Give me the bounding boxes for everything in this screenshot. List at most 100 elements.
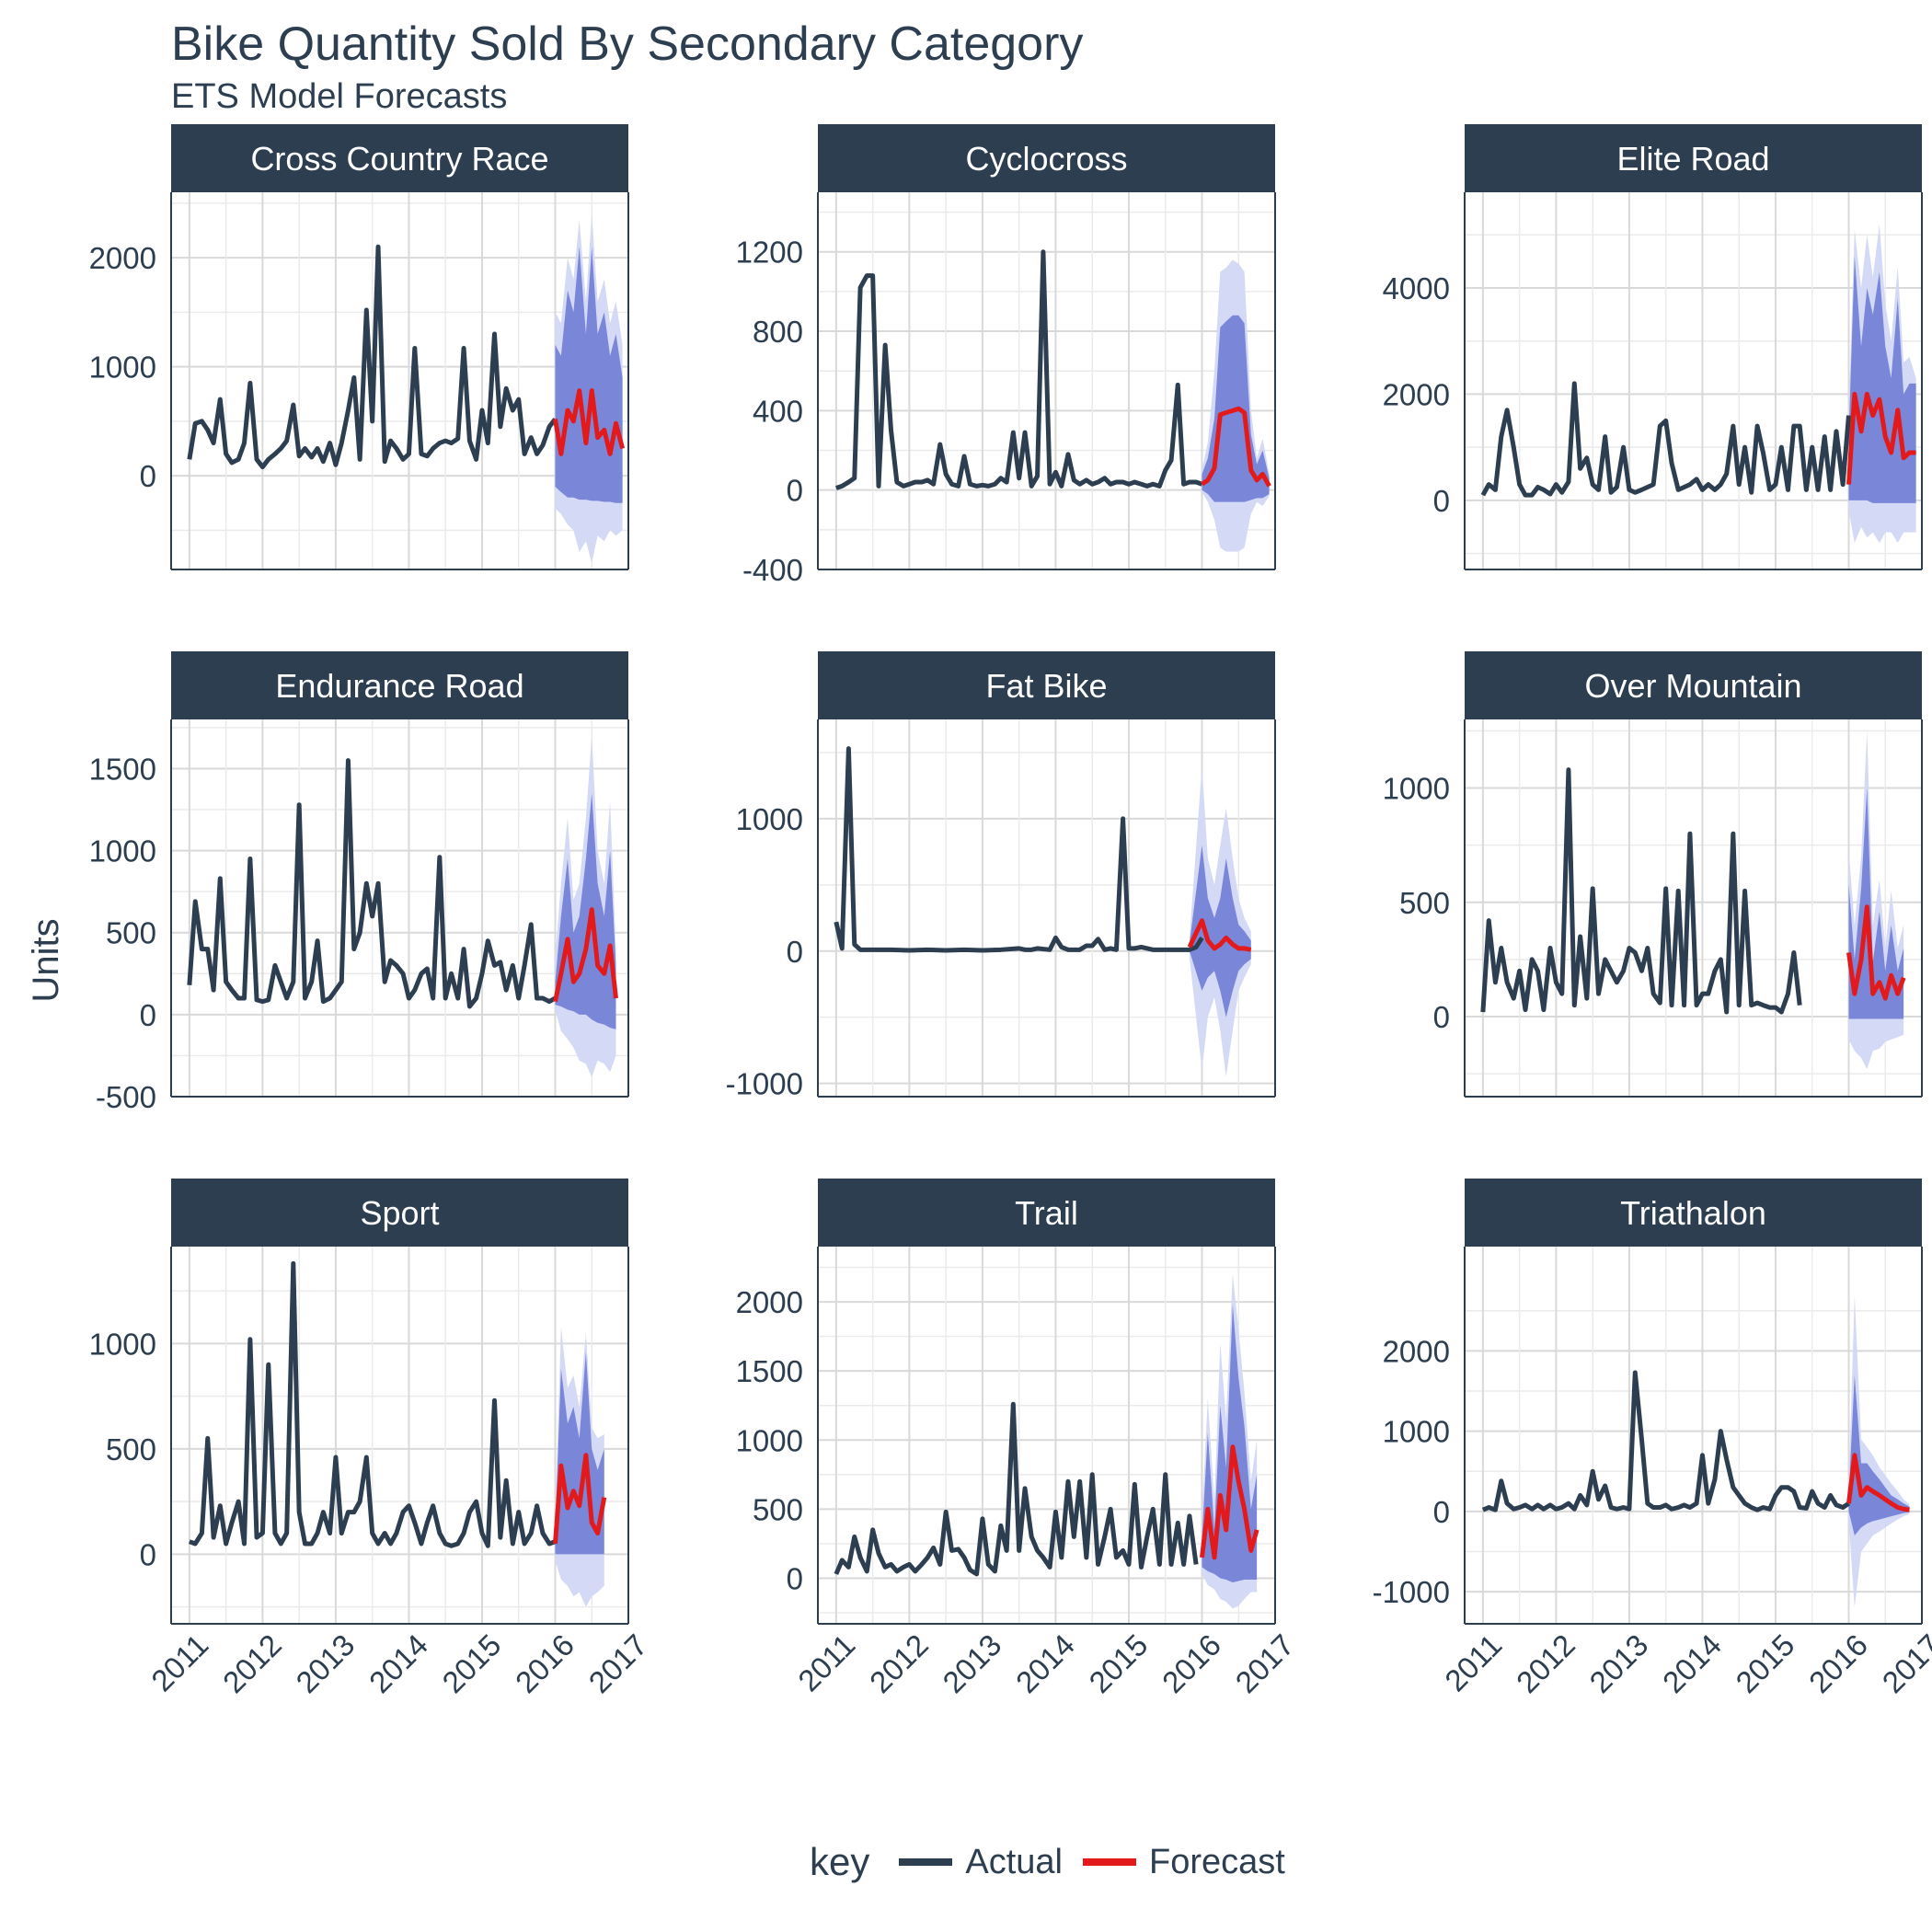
panel-elite-road: Elite Road 0 2000 4000 [1383,124,1923,570]
y-tick-label: 500 [106,916,156,950]
line-actual-sport [189,1260,557,1548]
strip-label-trail: Trail [1015,1194,1078,1232]
grid-over-mountain [1465,719,1922,1097]
x-tick-label: 2013 [936,1627,1007,1699]
legend-swatch-forecast [1082,1858,1136,1866]
y-tick-label: 2000 [736,1285,803,1319]
x-tick-label: 2015 [435,1627,507,1699]
series-endurance-road [187,735,618,1077]
line-actual-elite-road [1480,381,1851,498]
strip-label-sport: Sport [360,1194,439,1232]
x-tick-label: 2013 [289,1627,361,1699]
panel-sport: Sport 0 500 1000 2011 2012 2013 2014 2015 2016 201… [89,1179,654,1699]
strip-cyclocross [818,124,1275,192]
panel-cross-country-race: Cross Country Race 0 1000 2000 [89,124,629,570]
band-80-fat-bike [1189,845,1251,1018]
strip-label-cyclocross: Cyclocross [965,140,1127,178]
line-forecast-trail [1199,1444,1259,1560]
line-forecast-fat-bike [1187,918,1252,952]
strip-sport [171,1179,628,1247]
line-actual-triathalon [1481,1370,1850,1512]
panel-cyclocross: Cyclocross -400 0 400 800 1200 [736,124,1276,587]
x-tick-label: 2011 [144,1627,214,1697]
y-tick-label: 1000 [89,1327,156,1361]
line-actual-endurance-road [187,758,557,1009]
legend: key Actual Forecast [810,1834,1300,1890]
y-tick-label: 4000 [1383,271,1450,305]
line-forecast-cross-country-race [553,388,626,456]
x-tick-label: 2013 [1582,1627,1654,1699]
y-tick-label: 1500 [736,1354,803,1388]
y-tick-label: -1000 [726,1067,803,1101]
legend-label-actual: Actual [965,1842,1063,1881]
y-tick-label: 0 [787,1561,803,1595]
panel-triathalon: Triathalon -1000 0 1000 2000 2011 2012 2013 2014… [1373,1179,1932,1699]
line-forecast-cyclocross [1201,406,1271,488]
series-sport [189,1260,607,1607]
grid-trail [818,1247,1275,1624]
y-tick-label: 0 [787,474,803,508]
x-tick-label: 2014 [362,1627,434,1699]
x-tick-label: 2012 [863,1627,935,1699]
y-tick-label: 800 [753,315,803,349]
strip-cross-country-race [171,124,628,192]
series-fat-bike [834,746,1252,1077]
line-forecast-over-mountain [1846,904,1906,1001]
y-tick-label: 1000 [1383,772,1450,806]
strip-endurance-road [171,651,628,719]
y-tick-label: 1000 [736,802,803,836]
x-tick-label: 2017 [1875,1627,1932,1699]
x-tick-label: 2015 [1729,1627,1800,1699]
x-tick-label: 2016 [1802,1627,1874,1699]
strip-triathalon [1465,1179,1922,1247]
y-tick-label: 2000 [89,241,156,275]
y-tick-label: 500 [1399,886,1450,920]
series-cyclocross [835,249,1271,552]
legend-label-forecast: Forecast [1148,1842,1285,1881]
line-actual-over-mountain [1480,767,1802,1015]
panel-trail: Trail 0 500 1000 1500 2000 2011 2012 2013 2014 201… [736,1179,1301,1699]
grid-cyclocross [818,192,1275,569]
y-tick-label: 1000 [736,1423,803,1457]
strip-label-elite-road: Elite Road [1616,140,1769,178]
line-actual-cyclocross [835,249,1203,490]
y-tick-label: 0 [787,935,803,969]
series-cross-country-race [187,213,626,563]
strip-fat-bike [818,651,1275,719]
y-tick-label: 0 [1433,1000,1450,1034]
y-tick-label: 400 [753,394,803,428]
x-tick-label: 2011 [791,1627,861,1697]
x-tick-label: 2014 [1656,1627,1728,1699]
y-tick-label: 1000 [89,351,156,385]
strip-label-fat-bike: Fat Bike [985,667,1107,705]
x-tick-label: 2014 [1009,1627,1081,1699]
band-95-triathalon [1848,1294,1910,1608]
y-tick-label: 1000 [89,834,156,868]
strip-label-triathalon: Triathalon [1620,1194,1766,1232]
x-tick-label: 2016 [1156,1627,1227,1699]
y-tick-label: 500 [106,1432,156,1466]
y-tick-label: 2000 [1383,1334,1450,1368]
chart-title: Bike Quantity Sold By Secondary Category [171,17,1084,71]
y-tick-label: 1000 [1383,1415,1450,1449]
y-tick-label: -400 [742,553,803,587]
y-tick-label: 1500 [89,752,156,786]
series-trail [834,1274,1259,1609]
strip-label-cross-country-race: Cross Country Race [250,140,548,178]
grid-triathalon [1465,1247,1922,1624]
line-actual-trail [834,1401,1199,1577]
panel-over-mountain: Over Mountain 0 500 1000 [1383,651,1923,1098]
x-tick-label: 2012 [216,1627,288,1699]
panel-fat-bike: Fat Bike -1000 0 1000 [726,651,1276,1101]
panel-endurance-road: Endurance Road -500 0 500 1000 1500 [89,651,629,1114]
y-tick-label: -1000 [1373,1575,1450,1609]
y-tick-label: 500 [753,1492,803,1526]
chart-subtitle: ETS Model Forecasts [171,77,508,116]
strip-trail [818,1179,1275,1247]
y-tick-label: 0 [140,998,156,1032]
x-tick-label: 2011 [1438,1627,1508,1697]
line-forecast-triathalon [1846,1453,1910,1512]
strip-over-mountain [1465,651,1922,719]
band-80-elite-road [1848,256,1916,503]
